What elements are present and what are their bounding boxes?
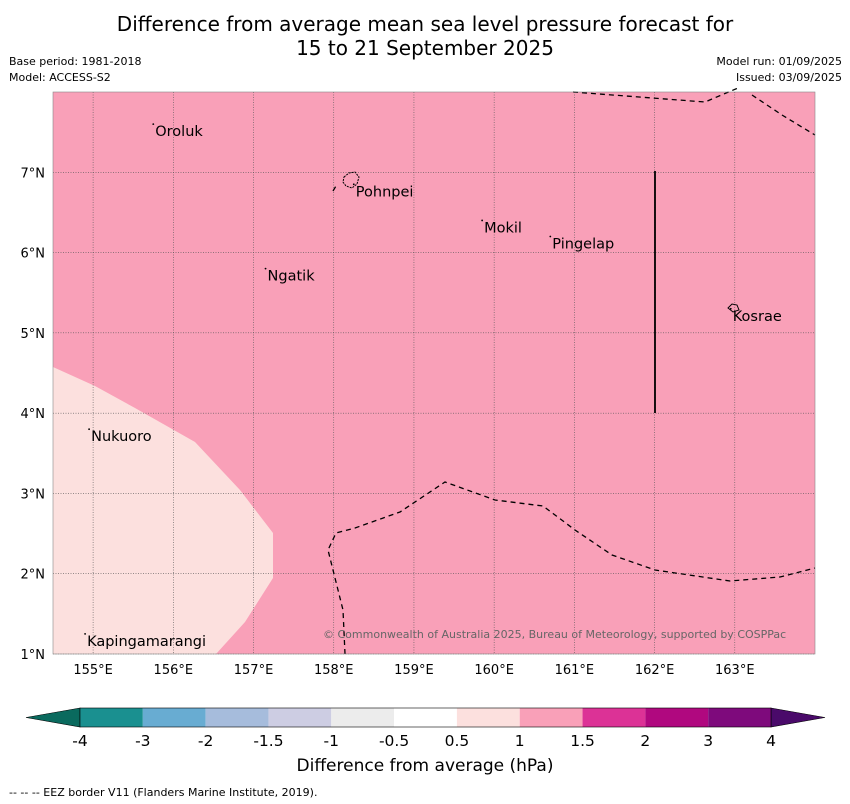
- pohnpei-island-shape: [342, 171, 360, 189]
- place-label: Kosrae: [733, 309, 782, 325]
- lon-tick-label: 162°E: [635, 663, 675, 678]
- title-line-1: Difference from average mean sea level p…: [116, 12, 734, 36]
- lon-tick-label: 155°E: [73, 663, 113, 678]
- colorbar-tick-label: -1.5: [253, 732, 283, 750]
- contour-region-0_5-1: [53, 367, 273, 654]
- place-label: Nukuoro: [91, 429, 152, 445]
- eez-border: [751, 94, 816, 136]
- map-frame: [52, 91, 816, 655]
- colorbar-tick-label: 2: [640, 732, 650, 750]
- colorbar-label: Difference from average (hPa): [296, 756, 554, 776]
- colorbar-tick-label: -4: [72, 732, 87, 750]
- model-run: Model run: 01/09/2025: [716, 55, 842, 68]
- lat-tick-label: 4°N: [21, 407, 46, 422]
- colorbar-tick-label: 1.5: [570, 732, 595, 750]
- place-marker: [549, 235, 552, 238]
- colorbar-bin: [205, 708, 269, 727]
- lon-tick-label: 160°E: [474, 663, 514, 678]
- colorbar-frame: [79, 707, 772, 728]
- place-label: Pingelap: [552, 237, 614, 253]
- map-area: 155°E 156°E 157°E 158°E 159°E 160°E 161°E 162°E…: [21, 87, 816, 678]
- lon-tick-label: 156°E: [154, 663, 194, 678]
- issued-date: Issued: 03/09/2025: [735, 71, 842, 84]
- copyright-credit: © Commonwealth of Australia 2025, Bureau…: [323, 628, 787, 641]
- lat-tick-label: 5°N: [21, 327, 46, 342]
- lon-tick-label: 163°E: [715, 663, 755, 678]
- colorbar-tick-label: -2: [198, 732, 213, 750]
- lon-tick-label: 158°E: [314, 663, 354, 678]
- place-marker: [152, 123, 155, 126]
- lat-tick-label: 3°N: [21, 487, 46, 502]
- place-label: Pohnpei: [356, 184, 414, 200]
- place-label: Oroluk: [155, 124, 203, 140]
- lon-tick-label: 157°E: [234, 663, 274, 678]
- colorbar-tick-label: 3: [703, 732, 713, 750]
- colorbar-tick-label: 4: [766, 732, 776, 750]
- lon-tick-label: 159°E: [394, 663, 434, 678]
- place-label: Ngatik: [268, 269, 316, 285]
- colorbar-bin: [331, 708, 395, 727]
- base-period: Base period: 1981-2018: [9, 55, 142, 68]
- place-marker: [88, 428, 90, 431]
- lat-tick-label: 6°N: [21, 247, 46, 262]
- place-marker: [84, 633, 86, 635]
- lat-tick-label: 2°N: [21, 568, 46, 583]
- colorbar-bin: [142, 708, 206, 727]
- colorbar-bin: [268, 708, 332, 727]
- colorbar-tick-label: -0.5: [379, 732, 409, 750]
- colorbar-extend-right: [770, 707, 826, 728]
- eez-border: [332, 185, 337, 192]
- lon-tick-label: 161°E: [555, 663, 595, 678]
- colorbar-bin: [645, 708, 709, 727]
- colorbar-tick-label: -3: [135, 732, 150, 750]
- lat-tick-label: 7°N: [21, 166, 46, 181]
- colorbar-tick-label: 0.5: [445, 732, 470, 750]
- colorbar-bin: [708, 708, 771, 727]
- place-label: Kapingamarangi: [87, 634, 206, 650]
- colorbar-bin: [456, 708, 520, 727]
- lat-tick-label: 1°N: [21, 648, 46, 663]
- kosrae-island-shape: [727, 303, 740, 313]
- meta-left: Base period: 1981-2018 Model: ACCESS-S2: [9, 54, 141, 86]
- place-marker: [481, 219, 484, 222]
- model-name: Model: ACCESS-S2: [9, 71, 111, 84]
- place-marker: [729, 307, 732, 310]
- place-label: Mokil: [484, 220, 522, 236]
- colorbar-bin: [394, 708, 457, 727]
- colorbar-extend-left: [25, 707, 81, 728]
- place-marker: [264, 267, 267, 270]
- colorbar-tick-label: 1: [515, 732, 525, 750]
- chart-title: Difference from average mean sea level p…: [0, 12, 850, 60]
- title-line-2: 15 to 21 September 2025: [296, 36, 554, 60]
- meta-right: Model run: 01/09/2025 Issued: 03/09/2025: [716, 54, 842, 86]
- colorbar-bin: [80, 708, 143, 727]
- colorbar-bin: [519, 708, 583, 727]
- eez-border: [572, 87, 739, 103]
- colorbar-bin: [582, 708, 646, 727]
- place-marker: [352, 183, 355, 186]
- colorbar: -4 -3 -2 -1.5 -1 -0.5 0.5 1 1.5 2 3 4: [25, 707, 826, 750]
- eez-footnote: -- -- -- EEZ border V11 (Flanders Marine…: [9, 786, 318, 799]
- eez-border: [327, 481, 816, 655]
- colorbar-tick-label: -1: [324, 732, 339, 750]
